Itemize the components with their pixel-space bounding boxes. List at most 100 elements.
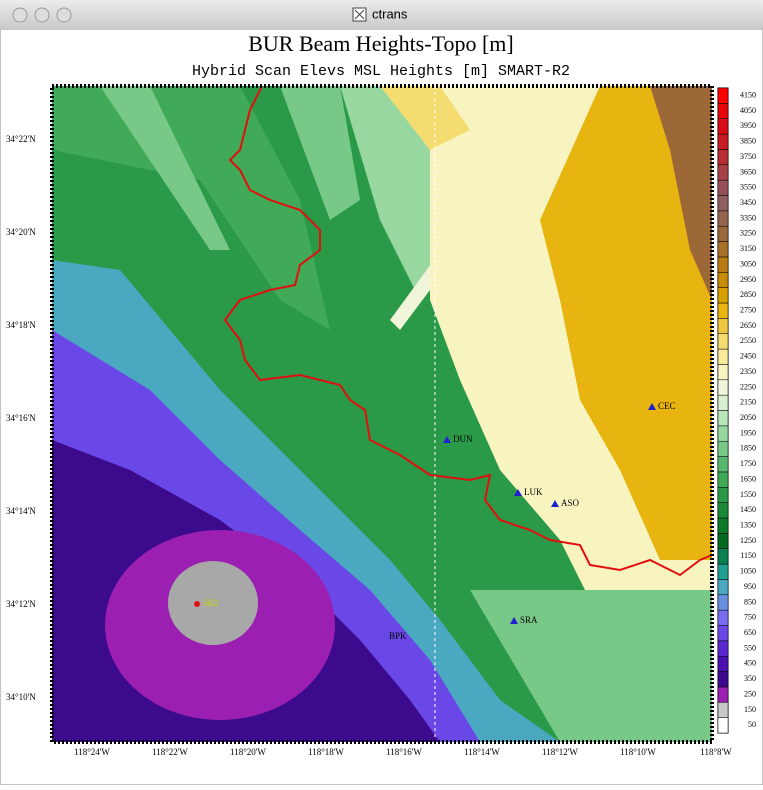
colorbar-swatch — [717, 487, 729, 503]
map-title: BUR Beam Heights-Topo [m] — [248, 31, 513, 56]
colorbar-label: 2750 — [740, 306, 756, 315]
lon-label: 118°16'W — [386, 747, 422, 757]
lon-label: 118°14'W — [464, 747, 500, 757]
colorbar-label: 650 — [744, 628, 756, 637]
colorbar-label: 50 — [748, 720, 756, 729]
colorbar-label: 1550 — [740, 490, 756, 499]
colorbar-swatch — [717, 241, 729, 258]
station-marker — [648, 403, 656, 410]
lon-label: 118°18'W — [308, 747, 344, 757]
lon-label: 118°12'W — [542, 747, 578, 757]
terrain-map — [52, 86, 712, 742]
colorbar-label: 350 — [744, 674, 756, 683]
station-label: DUN — [453, 434, 473, 444]
lat-label: 34°14'N — [6, 506, 36, 516]
radar-site — [194, 601, 200, 607]
colorbar-swatch — [717, 333, 729, 350]
colorbar-swatch — [717, 410, 729, 427]
colorbar-label: 2550 — [740, 336, 756, 345]
window-title: ctrans — [372, 6, 408, 21]
minimize-button[interactable] — [34, 7, 50, 23]
colorbar-label: 2450 — [740, 352, 756, 361]
colorbar-swatch — [717, 318, 729, 334]
colorbar-label: 2650 — [740, 321, 756, 330]
colorbar-label: 1050 — [740, 567, 756, 576]
colorbar-label: 2250 — [740, 382, 756, 391]
zoom-button[interactable] — [56, 7, 72, 23]
terrain — [280, 86, 360, 220]
lon-label: 118°22'W — [152, 747, 188, 757]
colorbar-swatch — [717, 609, 729, 626]
station-label: BPK — [389, 631, 407, 641]
lon-label: 118°10'W — [620, 747, 656, 757]
colorbar-swatch — [717, 548, 729, 565]
colorbar-swatch — [717, 517, 729, 534]
colorbar-swatch — [717, 394, 729, 411]
colorbar-swatch — [717, 686, 729, 703]
terrain — [168, 561, 258, 645]
lat-label: 34°20'N — [6, 227, 36, 237]
colorbar-label: 750 — [744, 613, 756, 622]
station-label: ASO — [561, 498, 580, 508]
terrain — [100, 86, 230, 250]
colorbar-swatch — [717, 471, 729, 488]
colorbar-swatch — [717, 287, 729, 304]
station-marker — [551, 500, 559, 507]
colorbar-label: 450 — [744, 659, 756, 668]
colorbar-label: 2350 — [740, 367, 756, 376]
colorbar-swatch — [717, 440, 729, 457]
colorbar-swatch — [717, 717, 729, 734]
colorbar-swatch — [717, 671, 729, 688]
colorbar-swatch — [717, 210, 729, 227]
colorbar-label: 3750 — [740, 152, 756, 161]
station-label: CEC — [658, 401, 676, 411]
lon-label: 118°24'W — [74, 747, 110, 757]
colorbar-label: 3150 — [740, 244, 756, 253]
colorbar-label: 1250 — [740, 536, 756, 545]
colorbar-swatch — [717, 87, 729, 104]
colorbar-label: 1750 — [740, 459, 756, 468]
colorbar-swatch — [717, 133, 729, 150]
station-label: SR2 — [203, 598, 219, 608]
colorbar-swatch — [717, 103, 729, 119]
terrain — [540, 86, 712, 560]
station-marker — [443, 436, 451, 443]
colorbar-swatch — [717, 379, 729, 396]
colorbar-swatch — [717, 118, 729, 135]
colorbar-label: 3850 — [740, 137, 756, 146]
map-frame — [50, 84, 714, 744]
colorbar-swatch — [717, 563, 729, 580]
colorbar-swatch — [717, 272, 729, 288]
colorbar-label: 3550 — [740, 183, 756, 192]
station-marker — [514, 489, 522, 496]
colorbar-label: 3950 — [740, 121, 756, 130]
lat-label: 34°16'N — [6, 413, 36, 423]
colorbar-swatch — [717, 164, 729, 181]
terrain — [650, 86, 712, 300]
colorbar-swatch — [717, 594, 729, 611]
colorbar-label: 250 — [744, 689, 756, 698]
colorbar-label: 150 — [744, 705, 756, 714]
colorbar-swatch — [717, 302, 729, 319]
colorbar-label: 1450 — [740, 505, 756, 514]
colorbar-label: 1650 — [740, 474, 756, 483]
colorbar-label: 2150 — [740, 398, 756, 407]
lon-label: 118°20'W — [230, 747, 266, 757]
colorbar-swatch — [717, 195, 729, 212]
colorbar-label: 950 — [744, 582, 756, 591]
close-button[interactable] — [12, 7, 28, 23]
lat-label: 34°22'N — [6, 134, 36, 144]
colorbar-label: 1350 — [740, 521, 756, 530]
colorbar-label: 2950 — [740, 275, 756, 284]
colorbar-swatch — [717, 256, 729, 273]
colorbar-swatch — [717, 533, 729, 549]
station-label: LUK — [524, 487, 543, 497]
colorbar-label: 3050 — [740, 259, 756, 268]
colorbar-swatch — [717, 625, 729, 642]
colorbar-label: 550 — [744, 643, 756, 652]
colorbar-label: 1850 — [740, 444, 756, 453]
colorbar-label: 3450 — [740, 198, 756, 207]
station-marker — [510, 617, 518, 624]
boundary — [223, 86, 712, 577]
